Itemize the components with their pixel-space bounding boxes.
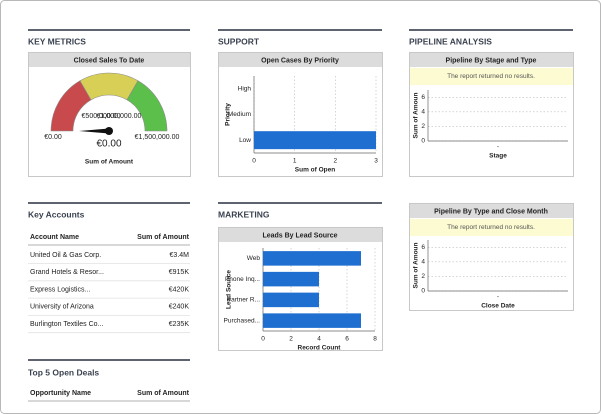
gauge-tick-label: €500,000.00 [82,113,121,120]
gauge-caption: Sum of Amount [85,159,134,166]
gauge-band [126,80,168,132]
x-tick-label: 1 [293,158,297,165]
y-tick-label: 4 [421,259,425,266]
gauge-tick-label: €1,000,000.00 [97,113,142,120]
cell: University of Arizona [30,304,94,311]
y-tick-label: 0 [421,288,425,295]
section-heading: Top 5 Open Deals [28,367,99,377]
y-tick-label: 2 [421,123,425,130]
y-tick-label: Low [239,137,251,144]
bar [263,251,361,266]
cell: €235K [169,321,190,328]
y-tick-label: 0 [421,138,425,145]
bar [263,292,319,308]
x-tick-label: 3 [374,158,378,165]
y-tick-label: Medium [228,111,251,118]
y-tick-label: 6 [421,244,425,251]
column-header: Account Name [30,234,79,241]
panel [218,227,383,351]
gauge-tick-label: €1,500,000.00 [135,134,180,141]
panel-header [29,53,190,67]
x-tick-label: - [497,294,499,301]
section-heading: PIPELINE ANALYSIS [409,36,492,46]
section-heading: MARKETING [218,209,270,219]
panel-header [219,228,382,242]
x-axis-label: Stage [489,153,507,160]
gauge-tick-label: €0.00 [44,134,62,141]
x-tick-label: 0 [261,336,265,343]
y-axis-label: Priority [225,103,232,126]
cell: €420K [169,286,190,293]
y-tick-label: Phone Inq... [225,276,260,283]
x-tick-label: 8 [373,336,377,343]
panel-title: Pipeline By Type and Close Month [434,208,548,215]
x-tick-label: - [497,144,499,151]
panel-title: Pipeline By Stage and Type [446,57,537,64]
x-axis-label: Close Date [481,303,515,310]
x-tick-label: 6 [345,336,349,343]
x-tick-label: 2 [334,158,338,165]
notice-text: The report returned no results. [447,73,535,80]
cell: €915K [169,269,190,276]
notice [410,68,573,85]
column-header: Opportunity Name [30,390,91,397]
bar [263,271,319,287]
y-tick-label: High [238,86,252,93]
bar [254,131,376,150]
cell: Burlington Textiles Co... [30,321,103,328]
x-axis-label: Record Count [298,345,342,352]
x-tick-label: 2 [289,336,293,343]
column-header: Sum of Amount [137,390,190,397]
cell: €3.4M [170,252,190,259]
x-axis-label: Sum of Open [295,167,335,174]
panel-title: Closed Sales To Date [74,57,145,64]
panel [218,52,383,177]
section-heading: SUPPORT [218,36,260,46]
panel-title: Open Cases By Priority [261,57,339,64]
y-axis-label: Sum of Amoun [413,242,420,288]
panel-header [219,53,382,67]
y-tick-label: 2 [421,273,425,280]
gauge-hub [105,127,113,135]
panel-header [410,53,573,67]
cell: Grand Hotels & Resor... [30,269,104,276]
notice [410,219,573,236]
y-axis-label: Sum of Amoun [413,92,420,138]
y-tick-label: Web [247,255,261,262]
x-tick-label: 4 [317,336,321,343]
cell: €240K [169,304,190,311]
y-tick-label: Partner R... [227,297,260,304]
cell: United Oil & Gas Corp. [30,252,101,259]
x-tick-label: 0 [252,158,256,165]
y-axis-label: Lead Source [226,270,233,309]
bar [263,313,361,328]
cell: Express Logistics... [30,286,90,293]
y-tick-label: 4 [421,109,425,116]
panel-title: Leads By Lead Source [262,232,337,239]
notice-text: The report returned no results. [447,224,535,231]
y-tick-label: Purchased... [224,317,261,324]
y-tick-label: 6 [421,94,425,101]
section-heading: Key Accounts [28,209,85,219]
gauge-needle [79,128,109,134]
column-header: Sum of Amount [137,234,190,241]
section-heading: KEY METRICS [28,36,86,46]
gauge-value: €0.00 [96,139,121,150]
panel-header [410,204,573,218]
